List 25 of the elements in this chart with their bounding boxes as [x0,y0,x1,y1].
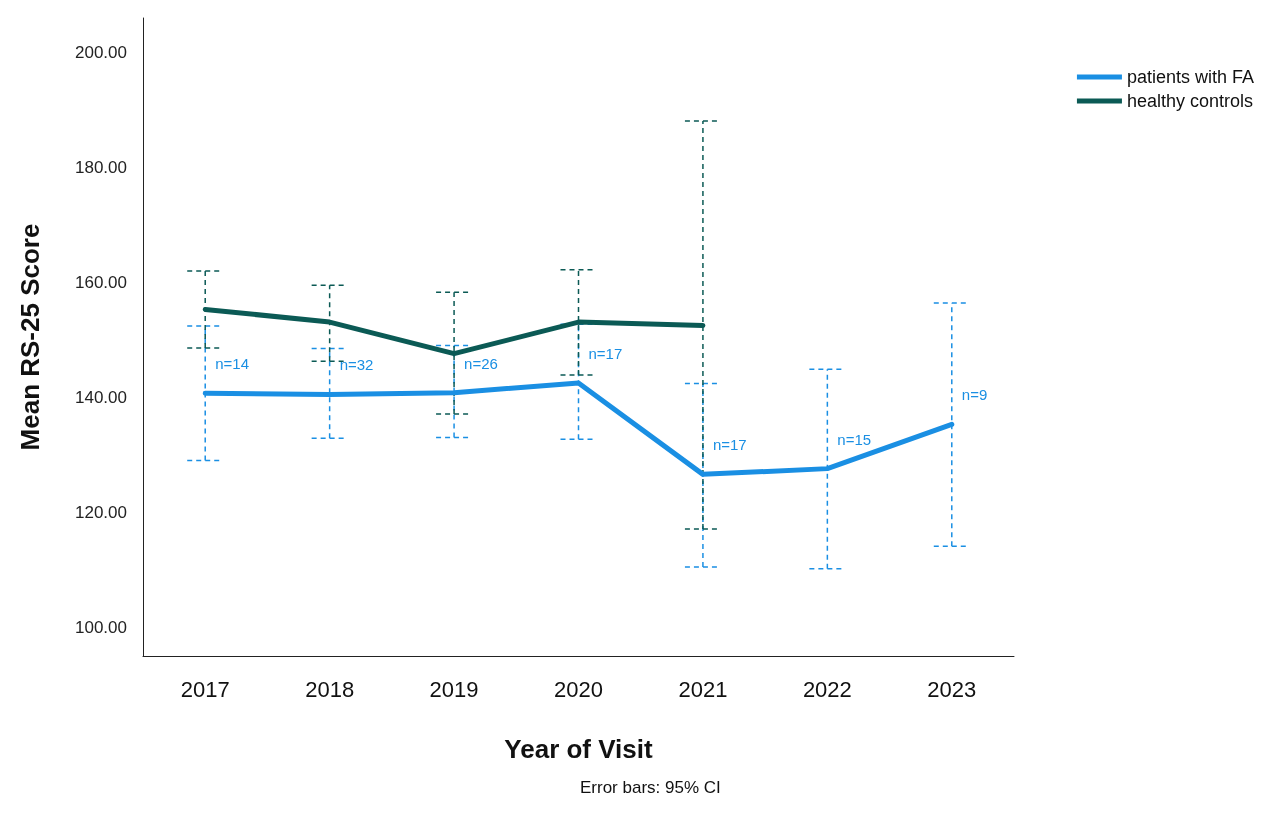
y-tick-label: 120.00 [75,502,127,522]
x-tick-label: 2023 [927,676,977,702]
x-tick-label: 2017 [180,676,230,702]
y-tick-label: 180.00 [75,157,127,177]
y-tick-label: 100.00 [75,617,127,637]
annotation: n=9 [961,386,988,404]
annotation: n=17 [588,344,623,362]
x-tick-label: 2018 [305,676,355,702]
x-tick-label: 2022 [802,676,852,702]
y-axis-title: Mean RS-25 Score [15,223,45,451]
x-tick-label: 2020 [554,676,603,702]
y-tick-label: 200.00 [75,42,127,62]
annotation: n=14 [215,355,250,373]
annotation: n=17 [712,436,747,454]
y-tick-label: 160.00 [75,272,127,292]
legend-label: patients with FA [1126,67,1255,87]
annotation: n=15 [837,430,872,448]
legend-label: healthy controls [1126,91,1254,111]
x-tick-label: 2021 [678,676,728,702]
y-tick-label: 140.00 [75,387,127,407]
x-axis-title: Year of Visit [504,734,654,764]
annotation: n=32 [339,356,374,374]
annotation: n=26 [464,354,498,372]
text: Error bars: 95% CI [580,778,721,797]
x-tick-label: 2019 [429,676,479,702]
